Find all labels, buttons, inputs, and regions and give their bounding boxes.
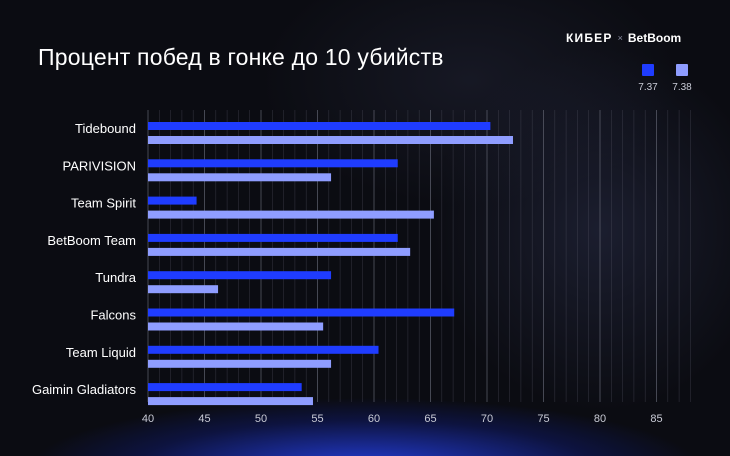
category-label: Tidebound: [75, 121, 136, 136]
logo-betboom-text: BetBoom: [627, 31, 682, 45]
legend-label-series-1: 7.37: [638, 82, 658, 93]
category-label: PARIVISION: [63, 158, 136, 173]
bar-series-2: [148, 173, 332, 182]
x-tick-label: 55: [311, 413, 323, 425]
x-tick-label: 60: [368, 413, 380, 425]
bar-series-1: [148, 233, 398, 242]
chart-title: Процент побед в гонке до 10 убийств: [38, 44, 444, 70]
x-tick-label: 80: [594, 413, 606, 425]
bar-series-1: [148, 308, 455, 317]
logo-kiber-text: КИБЕР: [566, 31, 613, 45]
bar-series-1: [148, 122, 491, 130]
bar-series-1: [148, 196, 197, 205]
bar-series-2: [148, 322, 324, 331]
x-tick-label: 75: [537, 413, 549, 425]
bar-series-2: [148, 359, 332, 368]
bar-series-1: [148, 345, 379, 354]
category-label: Team Liquid: [66, 345, 136, 360]
category-label: Gaimin Gladiators: [32, 382, 137, 397]
bar-series-2: [148, 247, 411, 256]
legend-swatch-series-1: [642, 64, 654, 76]
category-label: Team Spirit: [71, 196, 136, 211]
x-tick-label: 65: [424, 413, 436, 425]
x-tick-label: 45: [198, 413, 210, 425]
bar-series-2: [148, 210, 434, 219]
x-tick-label: 40: [142, 413, 154, 425]
bar-series-1: [148, 383, 302, 392]
x-tick-label: 85: [650, 413, 662, 425]
legend-item-series-2: 7.38: [662, 64, 702, 93]
category-label: BetBoom Team: [47, 233, 136, 248]
logo-separator: ×: [617, 33, 623, 43]
bar-series-1: [148, 159, 398, 168]
category-label: Tundra: [95, 270, 136, 285]
bar-series-1: [148, 271, 332, 280]
x-tick-label: 70: [481, 413, 493, 425]
legend-item-series-1: 7.37: [628, 64, 668, 93]
bar-series-2: [148, 397, 313, 406]
legend-swatch-series-2: [676, 64, 688, 76]
bar-series-2: [148, 285, 219, 294]
legend-label-series-2: 7.38: [672, 82, 692, 93]
bar-series-2: [148, 136, 513, 144]
category-label: Falcons: [90, 308, 136, 323]
x-tick-label: 50: [255, 413, 267, 425]
brand-logo: КИБЕР × BetBoom: [566, 30, 681, 46]
